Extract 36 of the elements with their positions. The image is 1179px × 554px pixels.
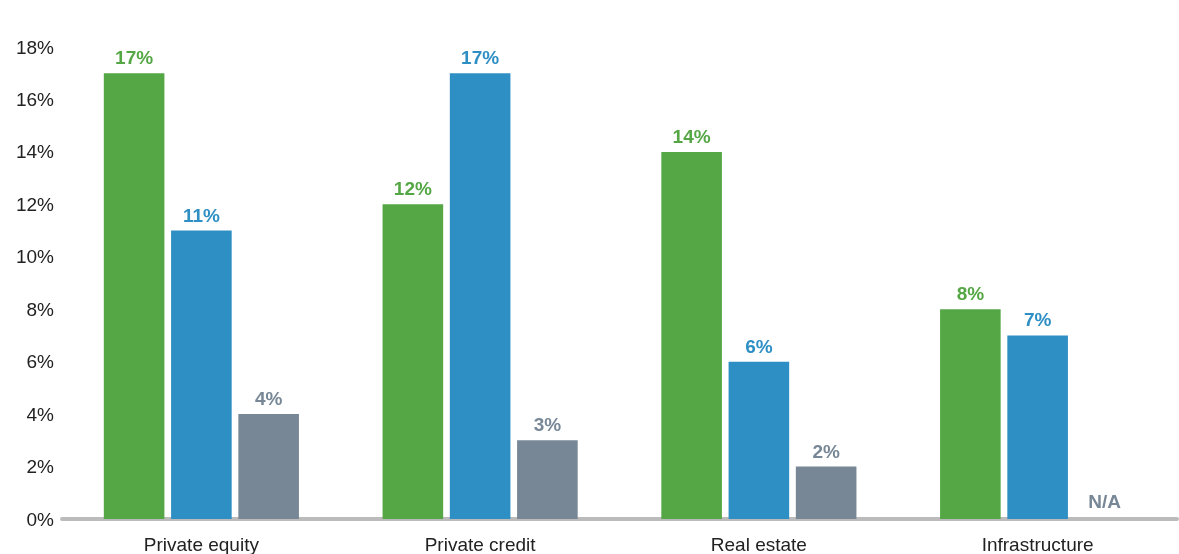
x-tick-label: Real estate bbox=[710, 534, 807, 554]
y-tick-label: 18% bbox=[15, 36, 55, 58]
y-tick-label: 6% bbox=[26, 351, 55, 373]
bar bbox=[103, 73, 165, 519]
y-tick-label: 14% bbox=[15, 141, 55, 163]
data-label: 17% bbox=[461, 47, 500, 69]
data-label: 2% bbox=[812, 440, 840, 462]
y-tick-label: 10% bbox=[15, 246, 55, 268]
bar bbox=[940, 309, 1001, 519]
bar bbox=[449, 73, 511, 519]
bar bbox=[171, 230, 232, 519]
bar bbox=[795, 466, 857, 519]
bar bbox=[517, 440, 578, 519]
data-label: 17% bbox=[115, 47, 154, 69]
bar bbox=[382, 204, 444, 519]
y-tick-label: 8% bbox=[26, 298, 55, 320]
x-tick-label: Private credit bbox=[424, 534, 537, 554]
data-label: 7% bbox=[1023, 309, 1052, 331]
data-label: 11% bbox=[182, 204, 220, 226]
bar bbox=[1007, 335, 1068, 519]
data-label: 8% bbox=[956, 283, 985, 305]
data-label: 12% bbox=[393, 178, 432, 200]
y-tick-label: 2% bbox=[26, 456, 55, 478]
y-tick-label: 4% bbox=[26, 403, 55, 425]
x-tick-label: Infrastructure bbox=[981, 534, 1094, 554]
y-tick-label: 16% bbox=[15, 88, 55, 110]
data-label: 14% bbox=[672, 125, 711, 147]
bar bbox=[238, 414, 299, 519]
data-label: 3% bbox=[533, 414, 562, 436]
text: N/A bbox=[1088, 491, 1121, 512]
y-tick-label: 0% bbox=[26, 508, 55, 530]
data-label: 6% bbox=[745, 335, 773, 357]
y-tick-label: 12% bbox=[15, 193, 55, 215]
data-label: 4% bbox=[254, 388, 283, 410]
bar bbox=[728, 361, 790, 519]
bar bbox=[661, 151, 722, 519]
